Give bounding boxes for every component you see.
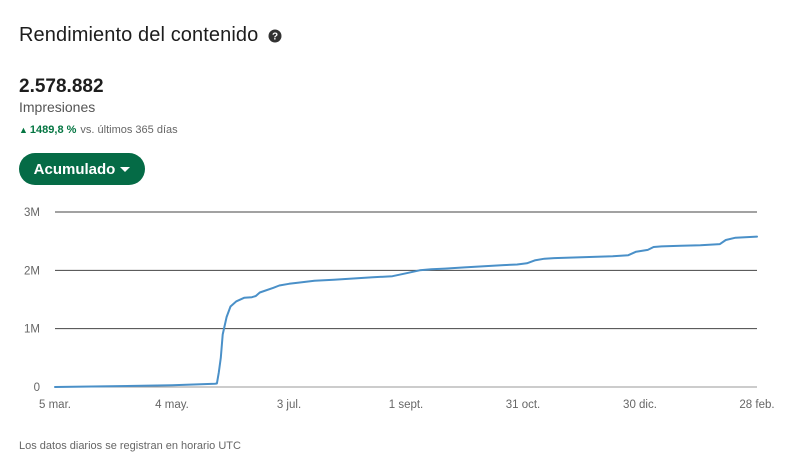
x-tick-label: 31 oct. <box>506 399 541 411</box>
y-tick-label: 0 <box>34 382 40 394</box>
section-title: Rendimiento del contenido <box>19 24 259 46</box>
x-tick-label: 28 feb. <box>739 399 774 411</box>
caret-down-icon <box>120 166 131 172</box>
impressions-chart: 0 1M 2M 3M 5 mar. 4 may. 3 jul. 1 sept. 31 oct.… <box>24 207 775 411</box>
chart-grid <box>55 211 757 388</box>
impressions-value: 2.578.882 <box>19 76 104 97</box>
x-tick-label: 3 jul. <box>277 399 301 411</box>
svg-text:?: ? <box>272 31 278 42</box>
view-mode-dropdown[interactable]: Acumulado <box>19 153 145 185</box>
series-line-impressions <box>54 235 758 388</box>
question-circle-icon[interactable]: ? <box>268 29 282 43</box>
y-tick-label: 1M <box>24 324 40 336</box>
trend-up-icon: ▲ <box>19 125 28 135</box>
y-tick-label: 2M <box>24 265 40 277</box>
x-tick-label: 1 sept. <box>389 399 424 411</box>
change-percentage: 1489,8 % <box>29 124 77 136</box>
x-tick-label: 5 mar. <box>39 399 71 411</box>
y-axis-ticks: 0 1M 2M 3M <box>24 207 40 394</box>
change-indicator: ▲ 1489,8 % vs. últimos 365 días <box>19 124 178 136</box>
y-tick-label: 3M <box>24 207 40 219</box>
dropdown-label: Acumulado <box>33 160 116 178</box>
change-comparison-text: vs. últimos 365 días <box>80 124 178 136</box>
x-tick-label: 4 may. <box>155 399 189 411</box>
impressions-label: Impresiones <box>19 99 96 115</box>
x-axis-ticks: 5 mar. 4 may. 3 jul. 1 sept. 31 oct. 30 dic. 2… <box>39 399 775 411</box>
timezone-note: Los datos diarios se registran en horari… <box>19 440 241 452</box>
section-header: Rendimiento del contenido ? <box>19 24 282 47</box>
x-tick-label: 30 dic. <box>623 399 657 411</box>
